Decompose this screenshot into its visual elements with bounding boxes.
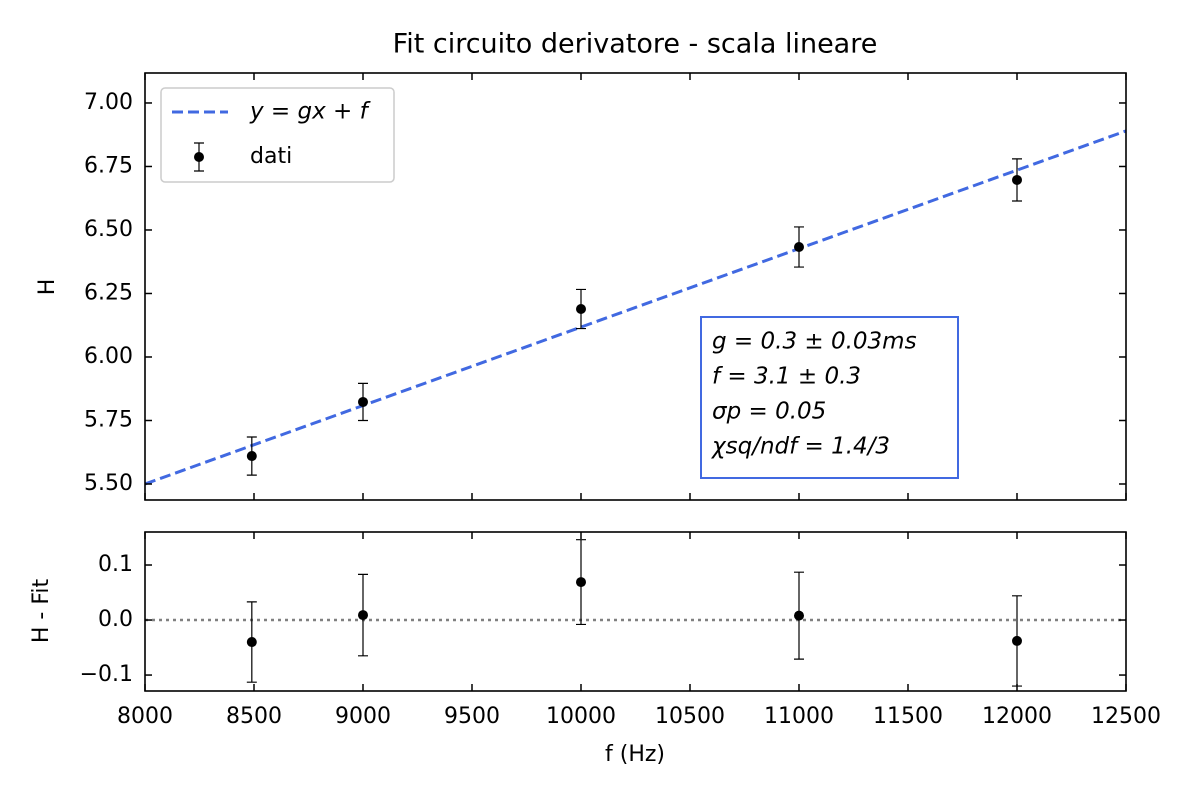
y-tick-label: 5.75 (84, 407, 133, 432)
y-tick-label: 6.50 (84, 217, 133, 242)
annotation-box (700, 316, 959, 479)
annotation-text: χsq/ndf = 1.4/3 (710, 434, 890, 460)
data-point (358, 396, 368, 407)
y-tick-label: 0.1 (98, 552, 133, 577)
fit-line (145, 129, 1126, 486)
legend-swatch (194, 152, 204, 162)
x-tick-label: 8000 (117, 704, 173, 729)
y-tick-label: 5.50 (84, 471, 133, 496)
data-point (1012, 635, 1022, 646)
x-tick-label: 11000 (764, 704, 834, 729)
legend-box (160, 87, 395, 183)
y-tick-label: 6.00 (84, 344, 133, 369)
x-tick-label: 9000 (335, 704, 391, 729)
y-tick-label: 7.00 (84, 90, 133, 115)
axes-frame (144, 72, 1127, 501)
data-point (246, 637, 257, 648)
y-tick-label: −0.1 (80, 662, 133, 687)
chart-title: Fit circuito derivatore - scala lineare (393, 29, 878, 60)
y-tick-label: 6.25 (84, 280, 133, 305)
annotation-text: σp = 0.05 (712, 399, 826, 425)
y-tick-label: 6.75 (84, 153, 133, 178)
y-axis-label: H (35, 279, 60, 296)
data-point (794, 610, 804, 621)
data-point (576, 303, 586, 314)
annotation-text: f = 3.1 ± 0.3 (712, 364, 861, 390)
data-point (1012, 174, 1022, 185)
x-axis-label: f (Hz) (605, 742, 665, 767)
annotation-text: g = 0.3 ± 0.03ms (712, 329, 917, 355)
x-tick-label: 10000 (546, 704, 616, 729)
data-point (358, 610, 368, 621)
x-tick-label: 8500 (226, 704, 282, 729)
x-tick-label: 11500 (873, 704, 943, 729)
legend-label: dati (250, 144, 292, 169)
data-point (246, 451, 257, 462)
plot-area (145, 129, 1126, 486)
y-tick-label: 0.0 (98, 607, 133, 632)
y-axis-label: H - Fit (29, 578, 54, 643)
data-point (794, 242, 804, 253)
x-tick-label: 12500 (1091, 704, 1161, 729)
x-tick-label: 10500 (655, 704, 725, 729)
legend-label: y = gx + f (249, 99, 371, 125)
data-point (576, 577, 586, 588)
x-tick-label: 12000 (982, 704, 1052, 729)
axes-frame (144, 531, 1127, 692)
x-tick-label: 9500 (444, 704, 500, 729)
